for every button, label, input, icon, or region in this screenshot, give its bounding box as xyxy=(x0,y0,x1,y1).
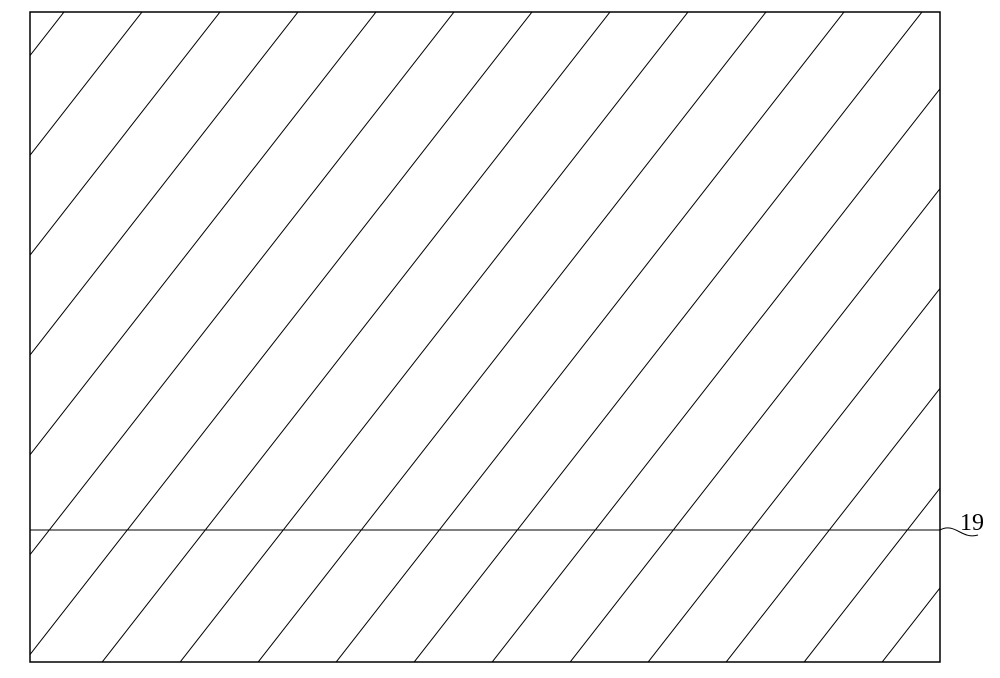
reference-number-label: 19 xyxy=(960,510,984,537)
cross-section-diagram xyxy=(0,0,1000,673)
hatch-lines xyxy=(0,0,1000,673)
outer-rectangle xyxy=(30,12,940,662)
